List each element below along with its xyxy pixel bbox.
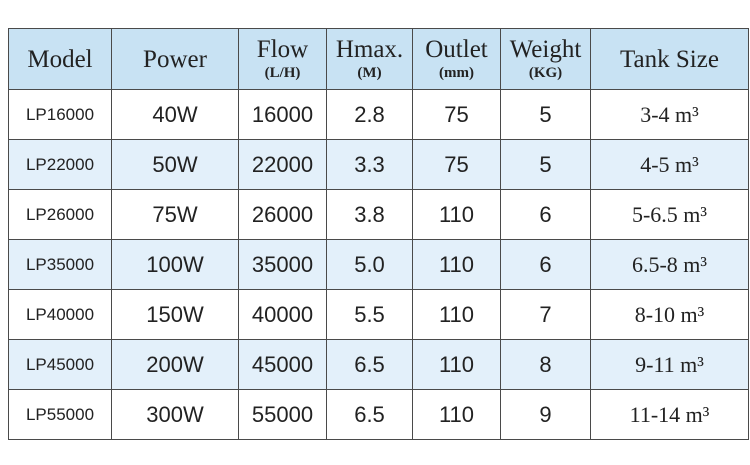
table-cell: LP22000 — [8, 139, 112, 190]
table-cell: 8-10 m³ — [590, 289, 749, 340]
table-cell: 45000 — [238, 339, 327, 390]
header-cell: Outlet (mm) — [412, 28, 501, 90]
header-unit: (L/H) — [264, 65, 301, 81]
table-cell: 5 — [500, 139, 591, 190]
table-cell: 3.8 — [326, 189, 413, 240]
table-cell: 100W — [111, 239, 239, 290]
table-cell: 6.5 — [326, 339, 413, 390]
table-cell: 75W — [111, 189, 239, 240]
table-row: LP26000 75W 26000 3.8 110 6 5-6.5 m³ — [8, 189, 749, 240]
table-cell: LP40000 — [8, 289, 112, 340]
header-title: Tank Size — [620, 45, 719, 73]
table-cell: 40W — [111, 89, 239, 140]
header-title: Weight — [509, 36, 582, 63]
header-cell: Flow (L/H) — [238, 28, 327, 90]
table-cell: 110 — [412, 189, 501, 240]
header-title: Model — [27, 45, 93, 73]
table-cell: 75 — [412, 89, 501, 140]
table-row: LP16000 40W 16000 2.8 75 5 3-4 m³ — [8, 89, 749, 140]
table-row: LP22000 50W 22000 3.3 75 5 4-5 m³ — [8, 139, 749, 190]
table-cell: 5-6.5 m³ — [590, 189, 749, 240]
table-cell: 150W — [111, 289, 239, 340]
table-cell: 55000 — [238, 389, 327, 440]
table-cell: 11-14 m³ — [590, 389, 749, 440]
table-cell: 5 — [500, 89, 591, 140]
table-cell: 6.5-8 m³ — [590, 239, 749, 290]
table-cell: 110 — [412, 339, 501, 390]
table-cell: 50W — [111, 139, 239, 190]
table-cell: 22000 — [238, 139, 327, 190]
header-row: Model Power Flow (L/H) Hmax. (M) Outlet (mm) Wei… — [8, 28, 749, 90]
table-cell: 110 — [412, 289, 501, 340]
table-cell: 6.5 — [326, 389, 413, 440]
table-cell: 5.5 — [326, 289, 413, 340]
table-cell: LP26000 — [8, 189, 112, 240]
table-cell: 40000 — [238, 289, 327, 340]
table-cell: 3.3 — [326, 139, 413, 190]
table-cell: LP45000 — [8, 339, 112, 390]
table-cell: 110 — [412, 389, 501, 440]
header-unit: (mm) — [439, 65, 474, 81]
table-cell: 35000 — [238, 239, 327, 290]
table-cell: 3-4 m³ — [590, 89, 749, 140]
table-cell: 200W — [111, 339, 239, 390]
header-cell: Weight (KG) — [500, 28, 591, 90]
table-cell: 7 — [500, 289, 591, 340]
table-row: LP35000 100W 35000 5.0 110 6 6.5-8 m³ — [8, 239, 749, 290]
table-cell: 110 — [412, 239, 501, 290]
header-title: Outlet — [425, 36, 488, 63]
table-row: LP45000 200W 45000 6.5 110 8 9-11 m³ — [8, 339, 749, 390]
table-cell: LP16000 — [8, 89, 112, 140]
header-cell: Model — [8, 28, 112, 90]
header-cell: Hmax. (M) — [326, 28, 413, 90]
table-row: LP55000 300W 55000 6.5 110 9 11-14 m³ — [8, 389, 749, 440]
spec-table: Model Power Flow (L/H) Hmax. (M) Outlet (mm) Wei… — [8, 28, 749, 440]
table-cell: 8 — [500, 339, 591, 390]
table-cell: 6 — [500, 189, 591, 240]
table-cell: 6 — [500, 239, 591, 290]
header-title: Flow — [256, 36, 309, 63]
table-cell: 9-11 m³ — [590, 339, 749, 390]
table-cell: 16000 — [238, 89, 327, 140]
table-cell: 9 — [500, 389, 591, 440]
header-unit: (KG) — [528, 65, 563, 81]
table-cell: 4-5 m³ — [590, 139, 749, 190]
table-cell: 26000 — [238, 189, 327, 240]
table-cell: 75 — [412, 139, 501, 190]
header-title: Hmax. — [335, 36, 404, 63]
header-unit: (M) — [357, 65, 382, 81]
table-cell: 300W — [111, 389, 239, 440]
header-cell: Tank Size — [590, 28, 749, 90]
table-row: LP40000 150W 40000 5.5 110 7 8-10 m³ — [8, 289, 749, 340]
table-body: LP16000 40W 16000 2.8 75 5 3-4 m³ LP22000 50W 220… — [8, 89, 749, 440]
header-title: Power — [143, 45, 207, 73]
table-cell: LP35000 — [8, 239, 112, 290]
table-cell: LP55000 — [8, 389, 112, 440]
header-cell: Power — [111, 28, 239, 90]
table-cell: 5.0 — [326, 239, 413, 290]
table-cell: 2.8 — [326, 89, 413, 140]
